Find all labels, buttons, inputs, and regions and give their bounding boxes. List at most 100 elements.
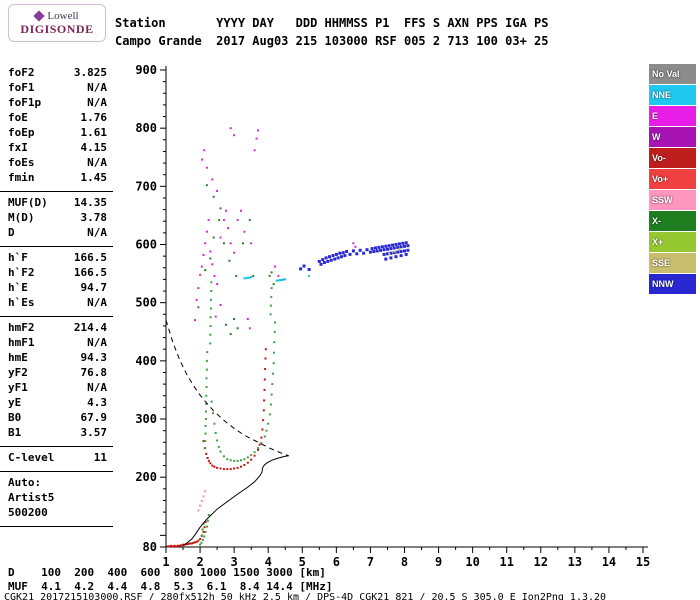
series-ssw-points — [197, 490, 207, 512]
param-row-fof2: foF2 3.825 — [0, 66, 113, 81]
y-tick-label: 800 — [135, 121, 157, 135]
y-tick-label: 700 — [135, 179, 157, 193]
param-value: 14.35 — [73, 196, 107, 209]
param-label: h`E — [8, 281, 28, 294]
legend-item-e: E — [649, 106, 696, 126]
param-label: Auto: — [8, 476, 42, 489]
param-label: foF1p — [8, 96, 42, 109]
param-value: 4.15 — [80, 141, 108, 154]
series-nnw-cluster — [299, 241, 410, 271]
x-tick-label: 8 — [401, 555, 408, 569]
param-value: 4.3 — [87, 396, 107, 409]
param-value: 1.76 — [80, 111, 108, 124]
param-row-hmf1: hmF1 N/A — [0, 336, 113, 351]
series-f-trace-o — [202, 348, 267, 471]
param-row-foe: foE 1.76 — [0, 111, 113, 126]
y-tick-label: 80 — [143, 540, 157, 554]
lowell-logo: Lowell DIGISONDE — [8, 4, 106, 42]
param-row-yf1: yF1 N/A — [0, 381, 113, 396]
x-tick-label: 12 — [534, 555, 548, 569]
series-e-trace-x — [199, 514, 210, 546]
legend-item-w: W — [649, 127, 696, 147]
x-tick-label: 13 — [568, 555, 582, 569]
logo-product: DIGISONDE — [20, 21, 94, 36]
legend-item-x-: X- — [649, 211, 696, 231]
param-row-fxi: fxI 4.15 — [0, 141, 113, 156]
series-e-trace-o — [166, 521, 207, 548]
series-spread-green-dots — [197, 184, 275, 336]
param-label: h`F2 — [8, 266, 35, 279]
param-label: foE — [8, 111, 28, 124]
x-tick-label: 7 — [367, 555, 374, 569]
param-row-hme: hmE 94.3 — [0, 351, 113, 366]
param-label: 500200 — [8, 506, 48, 519]
legend-item-vo+: Vo+ — [649, 169, 696, 189]
param-row-b0: B0 67.9 — [0, 411, 113, 426]
legend-item-ssw: SSW — [649, 190, 696, 210]
legend-item-sse: SSE — [649, 253, 696, 273]
param-row-foes: foEs N/A — [0, 156, 113, 171]
param-row-md: M(D) 3.78 — [0, 211, 113, 226]
param-label: C-level — [8, 451, 55, 464]
param-label: yE — [8, 396, 22, 409]
param-value: 3.57 — [80, 426, 108, 439]
param-value: N/A — [87, 336, 107, 349]
axes — [160, 66, 648, 553]
param-label: fmin — [8, 171, 35, 184]
param-row-hf2: h`F2 166.5 — [0, 266, 113, 281]
param-row-auto: Auto: — [0, 476, 113, 491]
param-row-fof1p: foF1p N/A — [0, 96, 113, 111]
param-group: h`F 166.5 h`F2 166.5 h`E 94.7 h`Es N/A — [0, 247, 113, 317]
param-row-b1: B1 3.57 — [0, 426, 113, 441]
param-value: N/A — [87, 156, 107, 169]
param-row-fmin: fmin 1.45 — [0, 171, 113, 186]
param-label: M(D) — [8, 211, 35, 224]
x-tick-label: 14 — [602, 555, 616, 569]
param-row-artist5: Artist5 — [0, 491, 113, 506]
param-row-hf: h`F 166.5 — [0, 251, 113, 266]
param-group: hmF2 214.4 hmF1 N/A hmE 94.3 yF2 76.8 yF1 N/A yE 4.… — [0, 317, 113, 447]
param-row-hmf2: hmF2 214.4 — [0, 321, 113, 336]
param-row-500200: 500200 — [0, 506, 113, 521]
param-value: N/A — [87, 381, 107, 394]
param-label: MUF(D) — [8, 196, 48, 209]
y-tick-label: 300 — [135, 412, 157, 426]
y-tick-label: 600 — [135, 238, 157, 252]
x-tick-label: 1 — [162, 555, 169, 569]
param-row-mufd: MUF(D) 14.35 — [0, 196, 113, 211]
param-value: 214.4 — [73, 321, 107, 334]
param-label: hmE — [8, 351, 28, 364]
param-label: foEs — [8, 156, 35, 169]
param-value: 76.8 — [80, 366, 108, 379]
param-label: h`F — [8, 251, 28, 264]
logo-brand-row: Lowell — [33, 9, 79, 22]
param-label: foF1 — [8, 81, 35, 94]
logo-brand: Lowell — [47, 9, 79, 22]
distance-row: D 100 200 400 600 800 1000 1500 3000 [km… — [8, 566, 326, 579]
param-value: 1.45 — [80, 171, 108, 184]
param-value: 166.5 — [73, 266, 107, 279]
transmission-curve — [165, 319, 289, 457]
param-row-d: D N/A — [0, 226, 113, 241]
header-line-1: Station YYYY DAY DDD HHMMSS P1 FFS S AXN… — [115, 16, 549, 30]
param-label: B1 — [8, 426, 22, 439]
echo-legend: No Val NNE E W Vo- Vo+ SSW X- X+ SSE NNW — [649, 64, 696, 295]
param-value: 3.825 — [73, 66, 107, 79]
param-value: 1.61 — [80, 126, 108, 139]
param-label: hmF2 — [8, 321, 35, 334]
series-sse-points — [388, 248, 401, 255]
param-label: Artist5 — [8, 491, 55, 504]
legend-item-nnw: NNW — [649, 274, 696, 294]
true-height-profile — [182, 455, 289, 547]
series-f-trace-x — [210, 321, 276, 462]
muf-row: MUF 4.1 4.2 4.4 4.8 5.3 6.1 8.4 14.4 [MH… — [8, 580, 333, 593]
param-label: foF2 — [8, 66, 35, 79]
param-row-he: h`E 94.7 — [0, 281, 113, 296]
x-tick-label: 3 — [231, 555, 238, 569]
param-row-fof1: foF1 N/A — [0, 81, 113, 96]
series-spread-green-columns — [204, 281, 273, 450]
param-label: yF1 — [8, 381, 28, 394]
param-value: N/A — [87, 96, 107, 109]
header-line-2: Campo Grande 2017 Aug03 215 103000 RSF 0… — [115, 34, 549, 48]
